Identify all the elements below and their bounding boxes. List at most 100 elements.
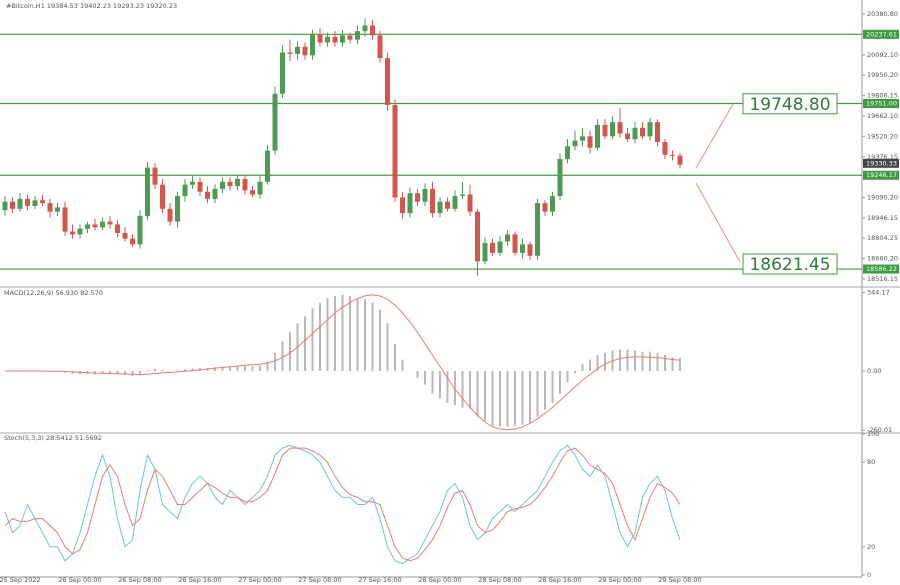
candle-body bbox=[550, 196, 555, 212]
candle-body bbox=[280, 52, 285, 94]
candle-body bbox=[92, 224, 98, 228]
candle-body bbox=[62, 207, 68, 232]
candle-body bbox=[602, 124, 608, 137]
y-tick-label: -260.01 bbox=[867, 426, 892, 434]
candle-body bbox=[370, 25, 375, 36]
candle-body bbox=[332, 36, 338, 43]
candle-body bbox=[175, 196, 180, 222]
x-tick-label: 26 Sep 00:00 bbox=[58, 576, 101, 584]
candle-body bbox=[572, 140, 578, 147]
candle-body bbox=[235, 178, 240, 187]
x-tick-label: 28 Sep 16:00 bbox=[538, 576, 581, 584]
annotation-guide bbox=[695, 182, 741, 263]
y-tick-label: 18516.15 bbox=[867, 275, 898, 283]
candle-body bbox=[40, 200, 45, 204]
y-tick-label: 20 bbox=[867, 543, 875, 551]
macd-label: MACD(12,26,9) 56.930 82.570 bbox=[4, 289, 103, 297]
annotation-label: 18621.45 bbox=[749, 255, 830, 275]
candle-body bbox=[505, 234, 510, 242]
level-label: 19751.00 bbox=[866, 99, 897, 107]
candle-body bbox=[565, 146, 570, 160]
candle-body bbox=[107, 221, 113, 225]
candle-body bbox=[190, 181, 195, 185]
candle-body bbox=[437, 201, 443, 214]
candle-body bbox=[287, 52, 293, 54]
candle-body bbox=[535, 203, 540, 256]
y-tick-label: 100 bbox=[867, 430, 879, 438]
candle-body bbox=[100, 221, 105, 228]
x-tick-label: 25 Sep 2022 bbox=[0, 576, 41, 584]
level-tag bbox=[863, 29, 899, 39]
candle-body bbox=[400, 197, 405, 214]
candle-body bbox=[512, 234, 518, 253]
current-price-label: 19330.33 bbox=[866, 159, 897, 167]
x-tick-label: 29 Sep 00:00 bbox=[598, 576, 641, 584]
candle-body bbox=[85, 224, 90, 229]
candle-body bbox=[527, 244, 533, 256]
stoch-line bbox=[4, 444, 681, 565]
x-tick-label: 28 Sep 08:00 bbox=[478, 576, 521, 584]
x-tick-label: 29 Sep 08:00 bbox=[658, 576, 701, 584]
annotation-box bbox=[742, 253, 838, 275]
candle-body bbox=[145, 167, 150, 216]
y-tick-label: 19520.20 bbox=[867, 132, 898, 140]
y-tick-label: 18946.15 bbox=[867, 214, 898, 222]
y-tick-label: 19806.15 bbox=[867, 92, 898, 100]
candle-body bbox=[55, 207, 60, 212]
candle-body bbox=[325, 36, 330, 43]
candle-body bbox=[295, 46, 300, 54]
level-tag bbox=[863, 170, 899, 180]
x-tick-label: 27 Sep 00:00 bbox=[238, 576, 281, 584]
candle-body bbox=[10, 201, 15, 209]
candle-body bbox=[167, 208, 173, 222]
candle-body bbox=[137, 215, 143, 245]
candle-body bbox=[647, 122, 653, 137]
candle-body bbox=[362, 25, 368, 32]
candle-body bbox=[340, 35, 345, 43]
candle-body bbox=[310, 33, 315, 56]
candle-body bbox=[415, 193, 420, 202]
candle-body bbox=[422, 188, 428, 202]
x-tick-label: 28 Sep 00:00 bbox=[418, 576, 461, 584]
candle-body bbox=[610, 122, 615, 137]
annotation-box bbox=[742, 93, 838, 115]
stoch-line bbox=[4, 447, 681, 562]
candle-body bbox=[670, 154, 675, 156]
y-tick-label: 19376.15 bbox=[867, 153, 898, 161]
current-price-tag bbox=[863, 158, 899, 168]
candle-body bbox=[662, 142, 668, 155]
candle-body bbox=[25, 198, 30, 206]
candle-body bbox=[347, 35, 353, 40]
level-label: 18586.22 bbox=[866, 265, 897, 273]
candle-body bbox=[580, 136, 585, 141]
candle-body bbox=[227, 181, 233, 187]
candle-body bbox=[445, 201, 450, 209]
x-tick-label: 27 Sep 16:00 bbox=[358, 576, 401, 584]
y-tick-label: 20380.80 bbox=[867, 10, 898, 18]
chart-header: #Bitcoin,H1 19384.53 19402.23 19293.23 1… bbox=[6, 2, 177, 10]
candle-body bbox=[430, 188, 435, 214]
stoch-label: Stoch(5,3,3) 28.5412 51.5692 bbox=[4, 434, 102, 442]
candle-body bbox=[250, 190, 255, 195]
candle-body bbox=[377, 35, 383, 59]
y-tick-label: 20092.10 bbox=[867, 51, 898, 59]
level-label: 19246.17 bbox=[866, 171, 897, 179]
candle-body bbox=[407, 193, 413, 214]
candle-body bbox=[595, 124, 600, 148]
candle-body bbox=[460, 194, 465, 197]
candle-body bbox=[557, 159, 563, 197]
candle-body bbox=[17, 198, 23, 209]
y-tick-label: 80 bbox=[867, 458, 875, 466]
y-tick-label: 19090.20 bbox=[867, 193, 898, 201]
candle-body bbox=[182, 184, 188, 197]
candle-body bbox=[205, 191, 210, 199]
candle-body bbox=[677, 155, 683, 165]
candle-body bbox=[490, 242, 495, 253]
candle-body bbox=[265, 150, 270, 182]
candle-body bbox=[77, 228, 83, 235]
candle-body bbox=[482, 242, 488, 262]
candle-body bbox=[392, 105, 398, 198]
candle-body bbox=[32, 200, 38, 206]
